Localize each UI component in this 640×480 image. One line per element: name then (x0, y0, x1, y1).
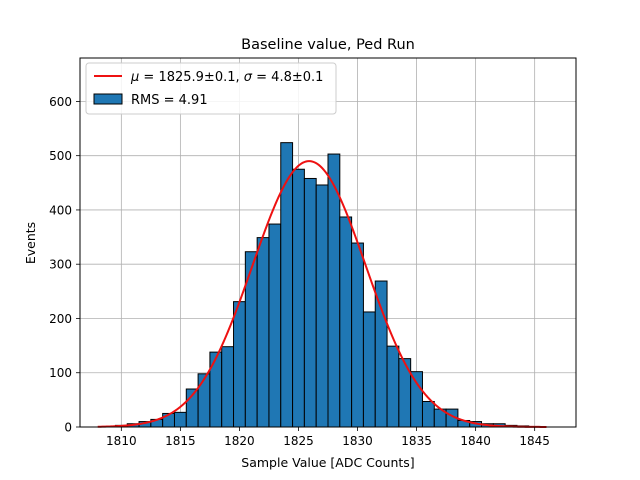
legend-hist-swatch (93, 93, 123, 105)
y-axis-ticks: 0 100 200 300 400 500 600 (49, 95, 80, 435)
plot-frame (79, 57, 577, 428)
histogram-bar (233, 301, 246, 428)
chart-title: Baseline value, Ped Run (241, 37, 415, 53)
x-tick-label: 1840 (460, 434, 491, 448)
histogram-bars (103, 142, 542, 428)
legend-hist-label: RMS = 4.91 (131, 93, 208, 108)
histogram-bar (292, 168, 305, 428)
x-tick-label: 1825 (283, 434, 314, 448)
histogram-bar (256, 237, 270, 428)
legend-sigma-value: = 4.8±0.1 (252, 70, 323, 85)
histogram-bar (421, 400, 435, 428)
legend-mu-value: = 1825.9±0.1, (139, 70, 243, 85)
histogram-bar (351, 242, 364, 428)
y-tick-label: 600 (49, 95, 72, 109)
y-tick-label: 100 (49, 366, 72, 380)
legend-box (85, 62, 337, 115)
histogram-bar (374, 280, 388, 428)
y-axis-label: Events (23, 222, 38, 264)
x-tick-label: 1830 (342, 434, 373, 448)
histogram-bar (197, 373, 211, 428)
histogram-bar (173, 411, 187, 428)
histogram-bar (209, 351, 223, 428)
legend: μ = 1825.9±0.1, σ = 4.8±0.1 RMS = 4.91 (85, 62, 337, 115)
y-tick-label: 200 (49, 312, 72, 326)
y-tick-label: 300 (49, 258, 72, 272)
x-tick-label: 1835 (401, 434, 432, 448)
histogram-bar (386, 345, 400, 428)
gaussian-fit-curve (97, 160, 547, 428)
y-tick-label: 0 (64, 421, 72, 435)
histogram-bar (303, 177, 317, 428)
histogram-bar (410, 371, 423, 428)
histogram-bar (315, 184, 329, 428)
legend-fit-label: μ = 1825.9±0.1, σ = 4.8±0.1 (130, 70, 323, 85)
x-axis-label: Sample Value [ADC Counts] (241, 455, 414, 470)
x-tick-label: 1815 (165, 434, 196, 448)
y-tick-label: 400 (49, 203, 72, 217)
x-tick-label: 1820 (224, 434, 255, 448)
histogram-bar (362, 311, 376, 428)
histogram-bar (339, 216, 353, 428)
y-tick-label: 500 (49, 149, 72, 163)
x-tick-label: 1810 (106, 434, 137, 448)
x-tick-label: 1845 (519, 434, 550, 448)
x-axis-ticks: 1810 1815 1820 1825 1830 1835 1840 1845 (106, 427, 550, 448)
histogram-bar (221, 346, 235, 428)
legend-sigma-symbol: σ (244, 70, 253, 85)
legend-mu-symbol: μ (130, 70, 139, 85)
histogram-bar (280, 142, 294, 428)
histogram-bar (268, 223, 282, 428)
